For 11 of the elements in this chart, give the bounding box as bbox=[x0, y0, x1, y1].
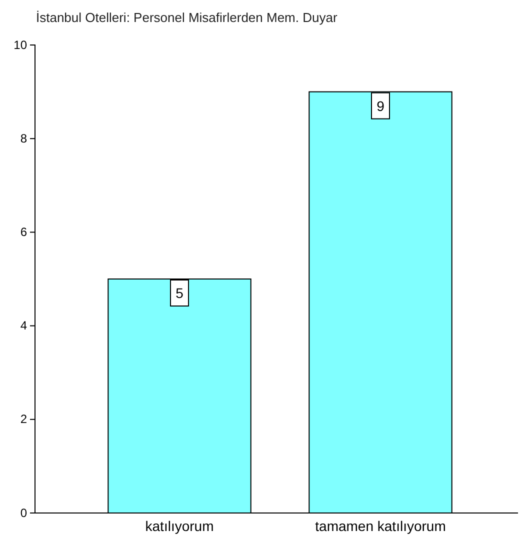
x-tick-label: tamamen katılıyorum bbox=[315, 518, 446, 534]
y-tick-label: 2 bbox=[20, 412, 28, 426]
data-label: 5 bbox=[176, 285, 184, 301]
y-tick-label: 6 bbox=[20, 225, 28, 240]
y-tick-label: 8 bbox=[20, 131, 28, 146]
y-tick-label: 0 bbox=[20, 506, 28, 520]
y-tick-label: 4 bbox=[20, 318, 28, 333]
x-tick-label: katılıyorum bbox=[145, 518, 214, 534]
data-label: 9 bbox=[376, 98, 385, 114]
y-tick-label: 10 bbox=[14, 38, 28, 52]
chart-title: İstanbul Otelleri: Personel Misafirlerden Mem. Duyar bbox=[36, 10, 338, 25]
